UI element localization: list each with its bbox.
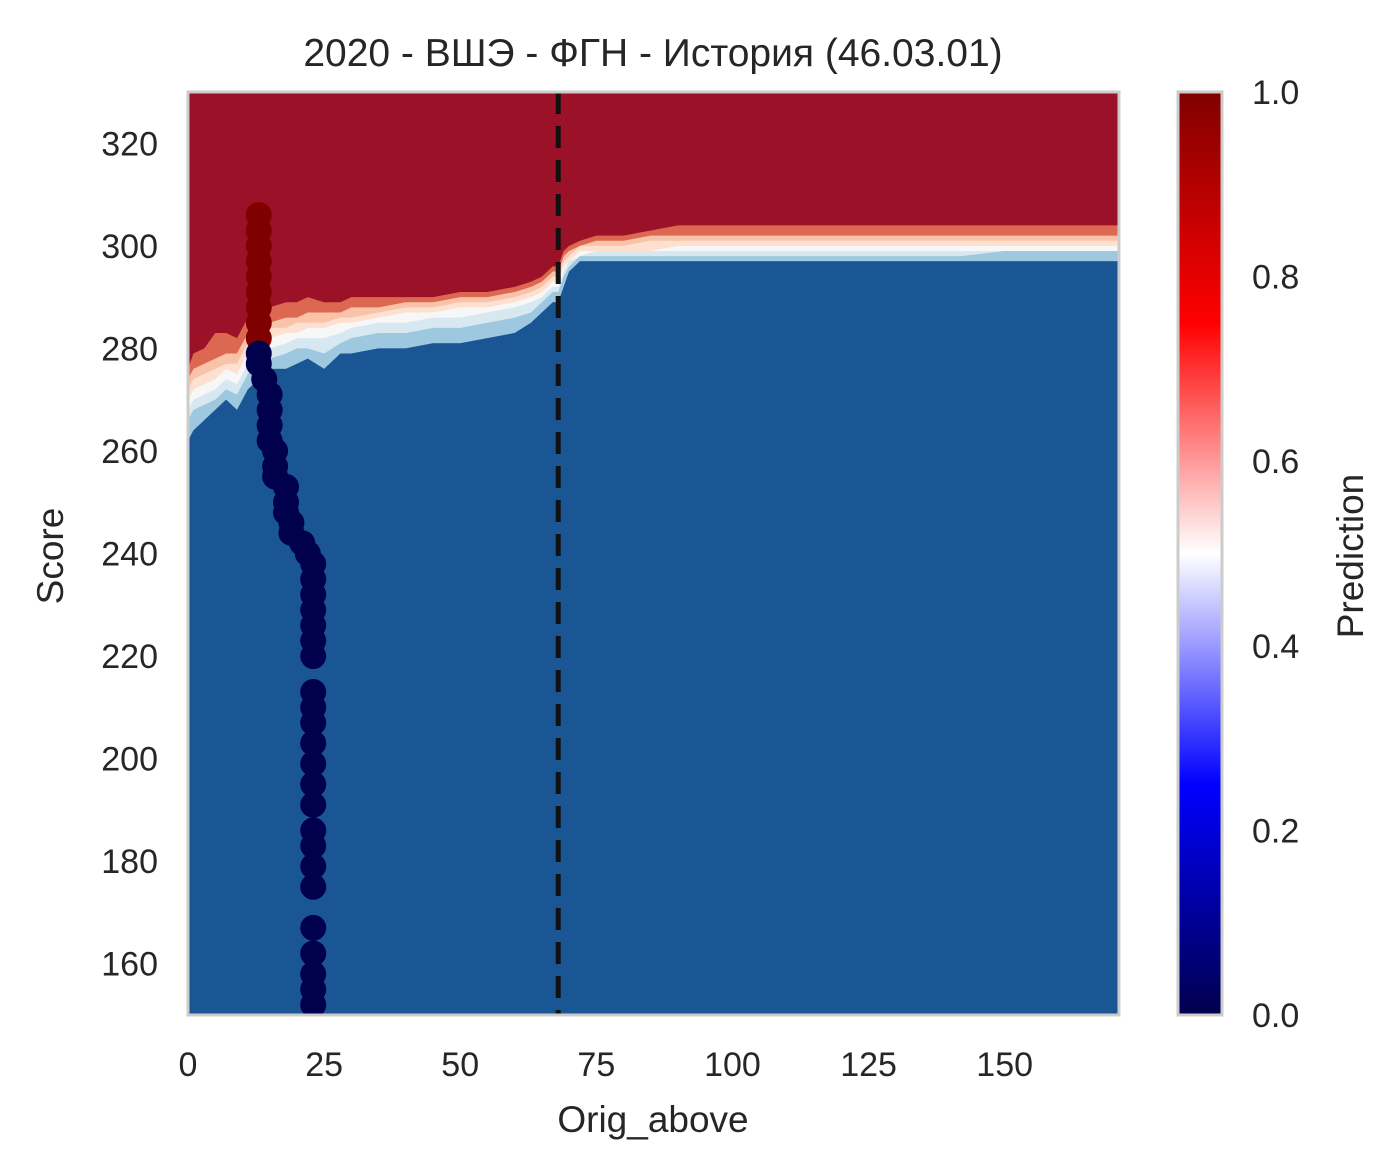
contour-fill bbox=[188, 92, 1119, 1015]
x-axis-ticks: 0 25 50 75 100 125 150 bbox=[179, 1046, 1033, 1084]
colorbar: 0.0 0.2 0.4 0.6 0.8 1.0 Prediction bbox=[1176, 74, 1371, 1035]
colorbar-tick-label: 0.0 bbox=[1252, 997, 1299, 1035]
x-tick-label: 25 bbox=[305, 1046, 343, 1084]
colorbar-gradient bbox=[1178, 92, 1222, 1015]
colorbar-tick-label: 0.8 bbox=[1252, 259, 1299, 297]
x-tick-label: 0 bbox=[179, 1046, 198, 1084]
scatter-point bbox=[300, 853, 327, 880]
y-tick-label: 240 bbox=[101, 536, 158, 574]
scatter-point bbox=[300, 832, 327, 859]
y-tick-label: 300 bbox=[101, 228, 158, 266]
y-tick-label: 280 bbox=[101, 330, 158, 368]
x-tick-label: 100 bbox=[704, 1046, 761, 1084]
x-axis-label: Orig_above bbox=[557, 1099, 748, 1140]
y-axis-ticks: 160 180 200 220 240 260 280 300 320 bbox=[101, 125, 158, 983]
x-tick-label: 75 bbox=[577, 1046, 615, 1084]
colorbar-frame bbox=[1176, 90, 1224, 1017]
x-tick-label: 50 bbox=[441, 1046, 479, 1084]
plot-area bbox=[188, 92, 1119, 1015]
chart-title: 2020 - ВШЭ - ФГН - История (46.03.01) bbox=[303, 32, 1002, 75]
scatter-point bbox=[300, 940, 327, 967]
scatter-point bbox=[300, 750, 327, 777]
scatter-point bbox=[300, 771, 327, 798]
y-tick-label: 320 bbox=[101, 125, 158, 163]
y-tick-label: 180 bbox=[101, 843, 158, 881]
scatter-point bbox=[300, 730, 327, 757]
colorbar-tick-label: 1.0 bbox=[1252, 74, 1299, 112]
y-axis-label: Score bbox=[30, 508, 71, 605]
scatter-point bbox=[300, 873, 327, 900]
colorbar-tick-label: 0.6 bbox=[1252, 443, 1299, 481]
y-tick-label: 260 bbox=[101, 433, 158, 471]
x-tick-label: 150 bbox=[976, 1046, 1033, 1084]
y-tick-label: 200 bbox=[101, 741, 158, 779]
scatter-point bbox=[300, 914, 327, 941]
scatter-point bbox=[300, 991, 327, 1015]
colorbar-tick-label: 0.2 bbox=[1252, 812, 1299, 850]
contour-level-base bbox=[188, 261, 1119, 1015]
colorbar-label: Prediction bbox=[1330, 474, 1371, 639]
scatter-point bbox=[300, 643, 327, 670]
colorbar-tick-label: 0.4 bbox=[1252, 628, 1299, 666]
scatter-point bbox=[300, 709, 327, 736]
plot-frame bbox=[186, 90, 1121, 1017]
colorbar-ticks: 0.0 0.2 0.4 0.6 0.8 1.0 bbox=[1252, 74, 1299, 1035]
y-tick-label: 220 bbox=[101, 638, 158, 676]
x-tick-label: 125 bbox=[840, 1046, 897, 1084]
scatter-points bbox=[245, 202, 327, 1015]
scatter-point bbox=[300, 791, 327, 818]
y-tick-label: 160 bbox=[101, 946, 158, 984]
